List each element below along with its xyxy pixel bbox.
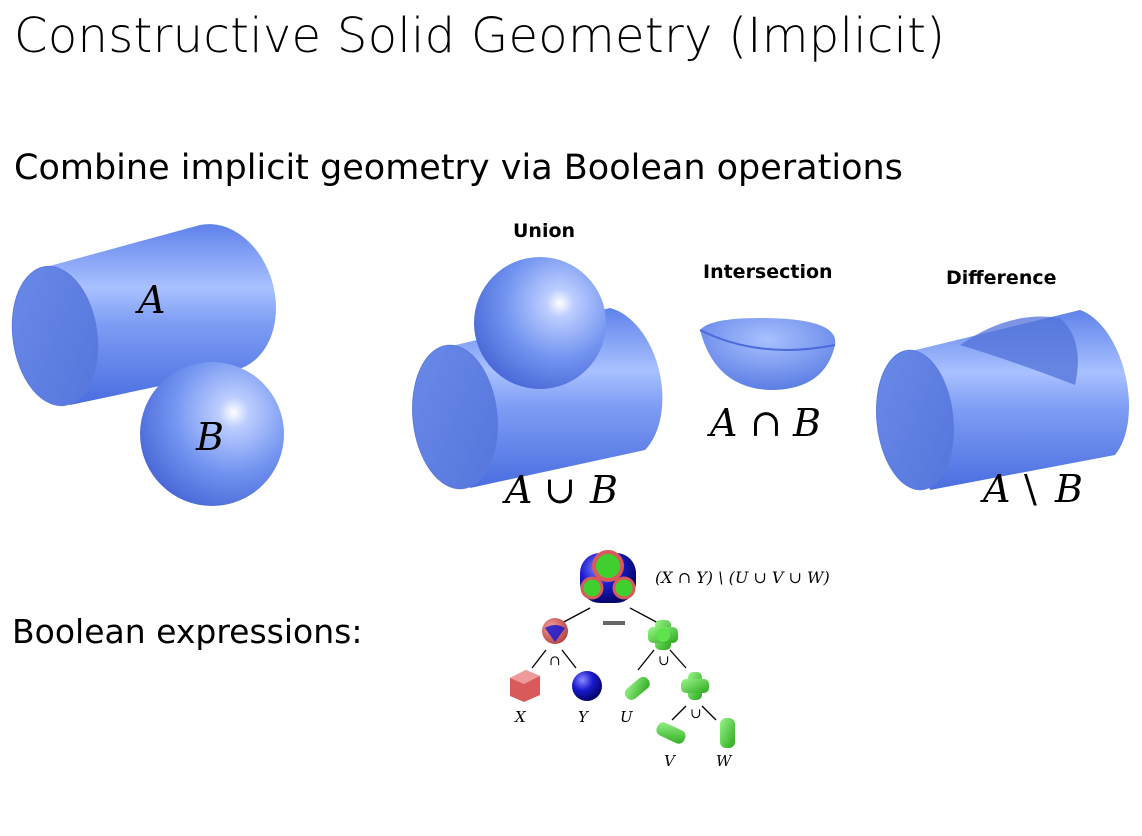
tree-sub-union-node [681, 672, 709, 700]
leaf-x-label: X [514, 708, 527, 726]
csg-tree: (X ∩ Y) \ (U ∪ V ∪ W) ∩ ∪ ∪ X Y U V W [510, 550, 830, 770]
intersection-expr-left: A [707, 401, 737, 445]
difference-shape [876, 310, 1130, 491]
leaf-w-label: W [716, 752, 733, 770]
intersection-title: Intersection [703, 261, 833, 283]
union-shape [412, 257, 663, 490]
cylinder-a [11, 224, 277, 407]
shape-b-label: B [195, 415, 224, 459]
shape-a-label: A [135, 278, 165, 322]
leaf-v-label: V [664, 752, 677, 770]
tree-left-op: ∩ [549, 653, 561, 669]
tree-intersection-node [542, 618, 568, 644]
difference-expr-left: A [980, 467, 1010, 511]
difference-expr-right: B [1054, 467, 1083, 511]
union-expr-right: B [589, 468, 618, 512]
difference-title: Difference [946, 267, 1057, 289]
sphere-b [140, 362, 284, 506]
leaf-x-cube [510, 670, 540, 702]
leaf-v-cylinder [656, 722, 686, 744]
tree-root-shape [580, 550, 636, 603]
intersection-expr-op: ∩ [750, 401, 782, 445]
slide-title: Constructive Solid Geometry (Implicit) [14, 8, 946, 64]
tree-union-node [648, 620, 678, 650]
leaf-w-cylinder [720, 718, 735, 748]
union-title: Union [513, 220, 576, 242]
tree-right-op: ∪ [658, 653, 670, 669]
intersection-shape [699, 318, 836, 390]
tree-sub-op: ∪ [690, 706, 702, 722]
difference-expr-op: \ [1024, 467, 1037, 511]
boolean-expressions-label: Boolean expressions: [12, 612, 363, 651]
union-expr-left: A [502, 468, 532, 512]
union-expr-op: ∪ [544, 468, 576, 512]
leaf-y-label: Y [578, 708, 590, 726]
leaf-u-label: U [620, 708, 634, 726]
leaf-u-cylinder [624, 676, 650, 700]
slide-subtitle: Combine implicit geometry via Boolean op… [14, 148, 903, 188]
leaf-y-sphere [572, 671, 602, 701]
intersection-expr-right: B [792, 401, 821, 445]
tree-expression: (X ∩ Y) \ (U ∪ V ∪ W) [655, 568, 830, 587]
